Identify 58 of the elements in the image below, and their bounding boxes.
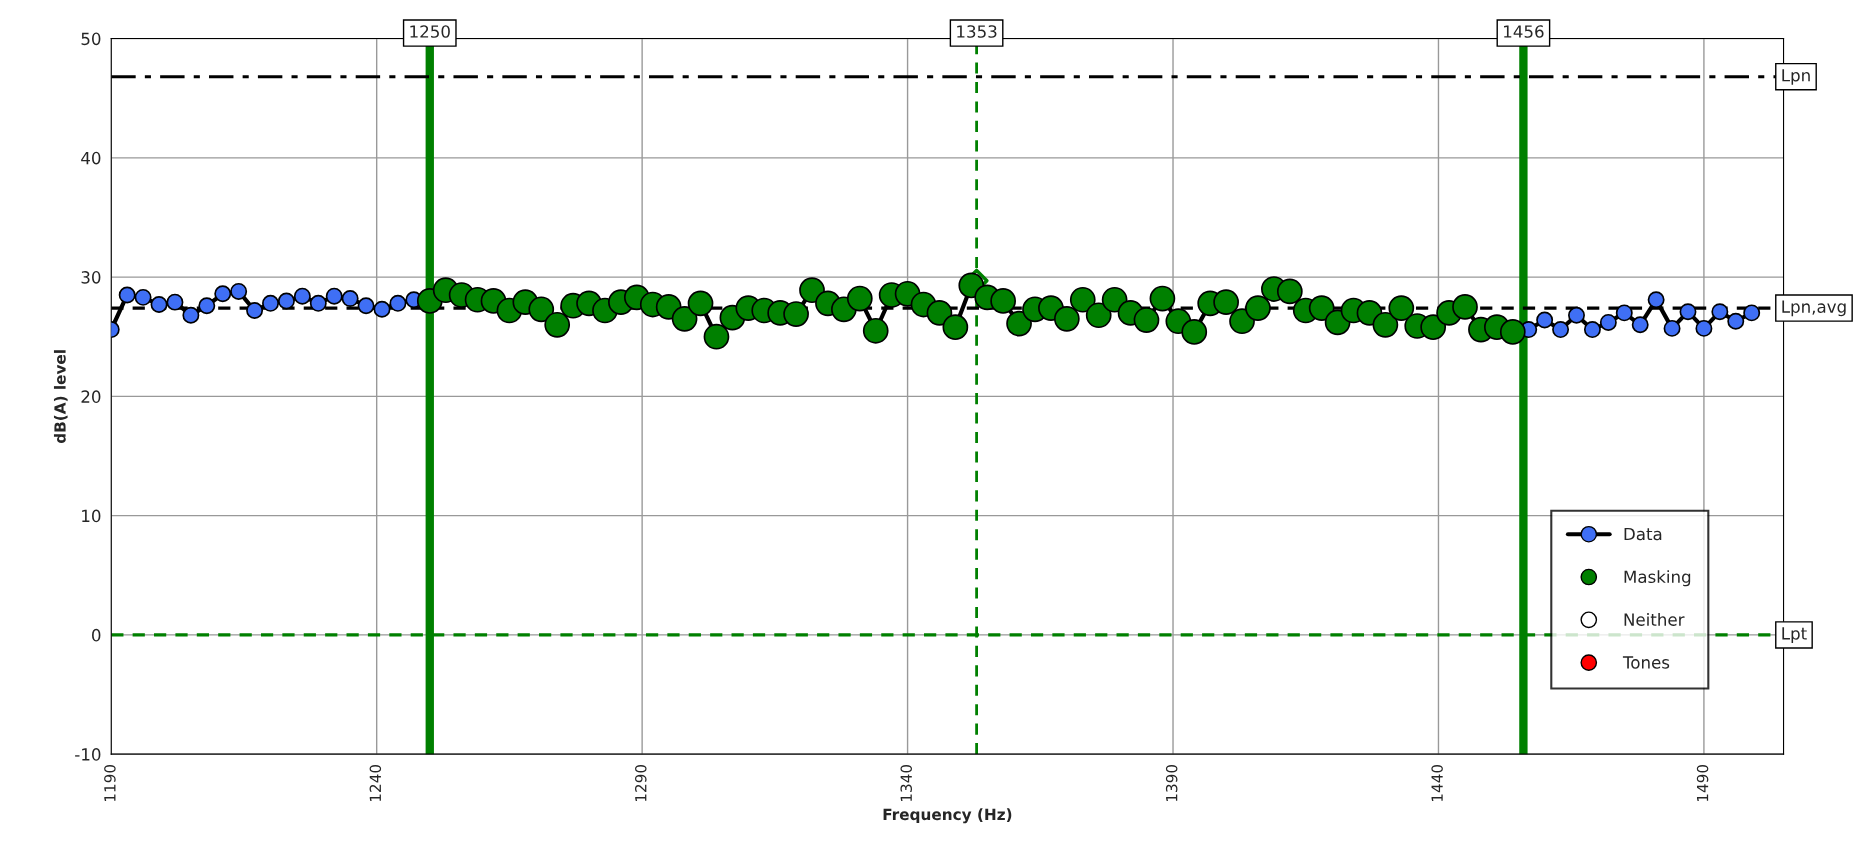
point [1552,321,1570,339]
point [118,286,136,304]
point [1711,303,1729,321]
point [309,294,327,312]
x-tick-label: 1190 [104,764,116,802]
point [182,306,200,324]
y-axis-title: dB(A) level [53,350,68,444]
point [246,302,264,319]
point [1599,313,1617,331]
point [198,297,216,315]
legend-label: Masking [1624,570,1691,587]
point [325,287,343,305]
point [1743,304,1761,322]
y-tick-label: 40 [81,151,101,165]
x-tick-label: 1240 [369,764,382,802]
point [1536,311,1554,329]
x-tick-label: 1440 [1431,764,1443,802]
point [389,294,407,312]
y-tick-label: 20 [81,390,101,403]
x-tick-label: 1390 [1165,764,1178,802]
point [1615,304,1633,322]
point [1583,321,1601,339]
legend-label: Tones [1622,656,1670,669]
ref-line-label: 1456 [1504,25,1544,38]
legend-label: Neither [1624,612,1685,626]
point [1727,312,1745,330]
y-tick-label: -10 [75,748,101,761]
y-tick-label: 50 [81,32,101,46]
point [373,300,391,318]
point [1647,291,1665,309]
ref-line-label: Lpn,avg [1782,300,1846,317]
y-tick-label: 30 [81,271,101,284]
point [293,287,311,305]
point [262,294,279,312]
point [1679,303,1697,321]
point [166,293,184,311]
ref-line-label: 1353 [957,25,997,38]
x-tick-label: 1290 [635,764,647,802]
point [150,296,168,314]
point [357,297,375,315]
point [1568,306,1585,324]
y-tick-label: 0 [92,628,101,642]
point [1631,316,1649,334]
ref-line-label: 1250 [410,25,450,38]
point [1663,319,1681,337]
point [1695,319,1713,337]
point [134,288,152,306]
x-axis-title: Frequency (Hz) [883,808,1012,824]
x-tick-label: 1490 [1696,764,1709,802]
point [341,290,359,308]
y-tick-label: 10 [82,509,101,523]
ref-line-label: Lpn [1782,69,1810,85]
point [277,292,295,310]
point [230,282,248,300]
x-tick-label: 1340 [900,764,913,802]
point [214,285,232,303]
legend-label: Data [1624,527,1662,541]
ref-line-label: Lpt [1782,627,1807,643]
